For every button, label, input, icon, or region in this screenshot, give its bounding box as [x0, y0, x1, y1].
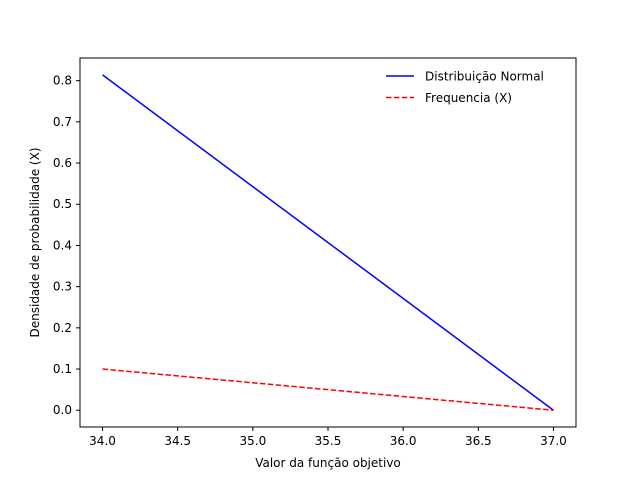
y-tick-label: 0.4 [53, 238, 72, 252]
x-tick-label: 36.0 [390, 434, 417, 448]
x-tick-label: 35.5 [315, 434, 342, 448]
series-line-0 [102, 74, 554, 411]
x-tick-label: 35.0 [239, 434, 266, 448]
x-tick-label: 36.5 [465, 434, 492, 448]
y-tick-label: 0.8 [53, 74, 72, 88]
legend-label-0: Distribuição Normal [425, 70, 544, 84]
x-axis-ticks: 34.0 34.5 35.0 35.5 36.0 36.5 37.0 [89, 427, 567, 448]
y-axis-label: Densidade de probabilidade (X) [28, 147, 42, 337]
y-tick-label: 0.2 [53, 321, 72, 335]
series-line-1 [102, 368, 554, 411]
y-axis-ticks: 0.0 0.1 0.2 0.3 0.4 0.5 0.6 0.7 0.8 [53, 74, 80, 417]
legend: Distribuição Normal Frequencia (X) [386, 70, 544, 105]
series-layer [102, 74, 554, 411]
y-tick-label: 0.3 [53, 280, 72, 294]
x-axis-label: Valor da função objetivo [255, 456, 401, 470]
y-tick-label: 0.0 [53, 403, 72, 417]
y-tick-label: 0.6 [53, 156, 72, 170]
y-tick-label: 0.5 [53, 197, 72, 211]
x-tick-label: 37.0 [540, 434, 567, 448]
x-tick-label: 34.0 [89, 434, 116, 448]
y-tick-label: 0.7 [53, 115, 72, 129]
plot-frame [79, 57, 577, 428]
legend-label-1: Frequencia (X) [425, 91, 512, 105]
y-tick-label: 0.1 [53, 362, 72, 376]
x-tick-label: 34.5 [164, 434, 191, 448]
